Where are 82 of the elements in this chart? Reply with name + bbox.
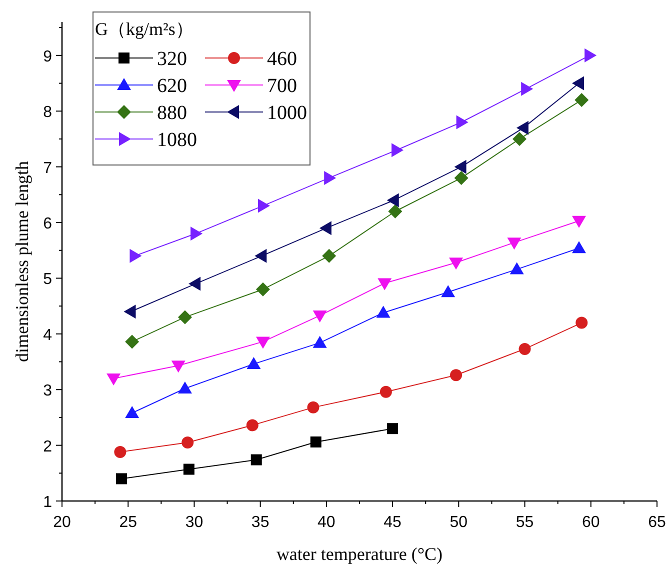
x-tick-label: 20 bbox=[53, 514, 71, 531]
point bbox=[572, 241, 586, 254]
y-tick-label: 2 bbox=[43, 438, 52, 456]
y-tick-label: 6 bbox=[43, 216, 52, 233]
x-tick-label: 30 bbox=[185, 514, 204, 531]
point bbox=[456, 115, 468, 130]
point bbox=[388, 204, 402, 218]
point bbox=[450, 369, 462, 382]
point bbox=[178, 381, 192, 394]
point bbox=[380, 386, 392, 398]
point bbox=[387, 423, 398, 434]
point bbox=[510, 262, 524, 274]
legend-title: G（kg/m²s） bbox=[95, 19, 194, 39]
y-tick-label: 3 bbox=[43, 382, 52, 400]
point bbox=[378, 278, 392, 290]
x-tick-label: 55 bbox=[516, 514, 534, 531]
y-tick-label: 5 bbox=[43, 271, 52, 288]
point bbox=[130, 248, 142, 263]
point bbox=[258, 198, 270, 213]
x-tick-label: 45 bbox=[384, 514, 402, 531]
point bbox=[246, 356, 261, 369]
point bbox=[521, 82, 534, 96]
point bbox=[116, 473, 127, 484]
point bbox=[114, 446, 126, 458]
x-tick-label: 65 bbox=[648, 514, 666, 531]
point bbox=[188, 276, 201, 291]
x-tick-label: 25 bbox=[119, 514, 138, 531]
point bbox=[516, 120, 528, 135]
x-tick-label: 35 bbox=[251, 514, 270, 531]
point bbox=[584, 48, 597, 62]
x-tick-label: 40 bbox=[318, 514, 336, 531]
y-tick-label: 7 bbox=[43, 160, 52, 177]
legend-label: 700 bbox=[267, 75, 297, 97]
point bbox=[254, 248, 267, 263]
point bbox=[183, 464, 194, 475]
legend-label: 1000 bbox=[267, 102, 307, 124]
point bbox=[310, 436, 322, 448]
point bbox=[572, 216, 586, 228]
point bbox=[449, 258, 464, 270]
point bbox=[250, 454, 262, 466]
point bbox=[507, 238, 522, 250]
point bbox=[178, 310, 192, 324]
point bbox=[454, 160, 466, 174]
y-axis-title: dimensionless plume length bbox=[12, 161, 32, 362]
point bbox=[182, 436, 194, 449]
point bbox=[376, 306, 390, 318]
point bbox=[125, 334, 140, 349]
point bbox=[106, 373, 121, 386]
point bbox=[256, 336, 270, 349]
point bbox=[124, 304, 136, 319]
point bbox=[312, 310, 327, 323]
point bbox=[576, 316, 588, 329]
point bbox=[125, 406, 140, 418]
x-tick-label: 50 bbox=[450, 514, 468, 531]
legend-label: 1080 bbox=[157, 129, 197, 151]
y-tick-label: 8 bbox=[43, 104, 52, 122]
legend-label: 460 bbox=[267, 48, 297, 70]
legend-label: 880 bbox=[157, 102, 187, 124]
point bbox=[322, 248, 336, 263]
x-tick-label: 60 bbox=[582, 514, 600, 531]
point bbox=[307, 401, 320, 414]
y-tick-label: 1 bbox=[43, 494, 52, 511]
point bbox=[518, 342, 531, 355]
point bbox=[386, 193, 399, 208]
point bbox=[319, 221, 332, 236]
point bbox=[392, 143, 404, 158]
legend-label: 320 bbox=[157, 48, 187, 70]
point bbox=[441, 285, 456, 298]
point bbox=[512, 132, 526, 146]
point bbox=[171, 360, 186, 373]
point bbox=[454, 170, 468, 185]
x-axis-title: water temperature (°C) bbox=[276, 544, 443, 564]
point bbox=[574, 92, 589, 107]
y-tick-label: 9 bbox=[43, 48, 52, 66]
y-tick-label: 4 bbox=[43, 326, 52, 344]
legend-label: 620 bbox=[157, 75, 187, 97]
point bbox=[246, 419, 258, 432]
point bbox=[190, 226, 203, 241]
point bbox=[312, 336, 327, 348]
point bbox=[256, 282, 270, 296]
point bbox=[572, 76, 584, 90]
point bbox=[324, 170, 336, 185]
